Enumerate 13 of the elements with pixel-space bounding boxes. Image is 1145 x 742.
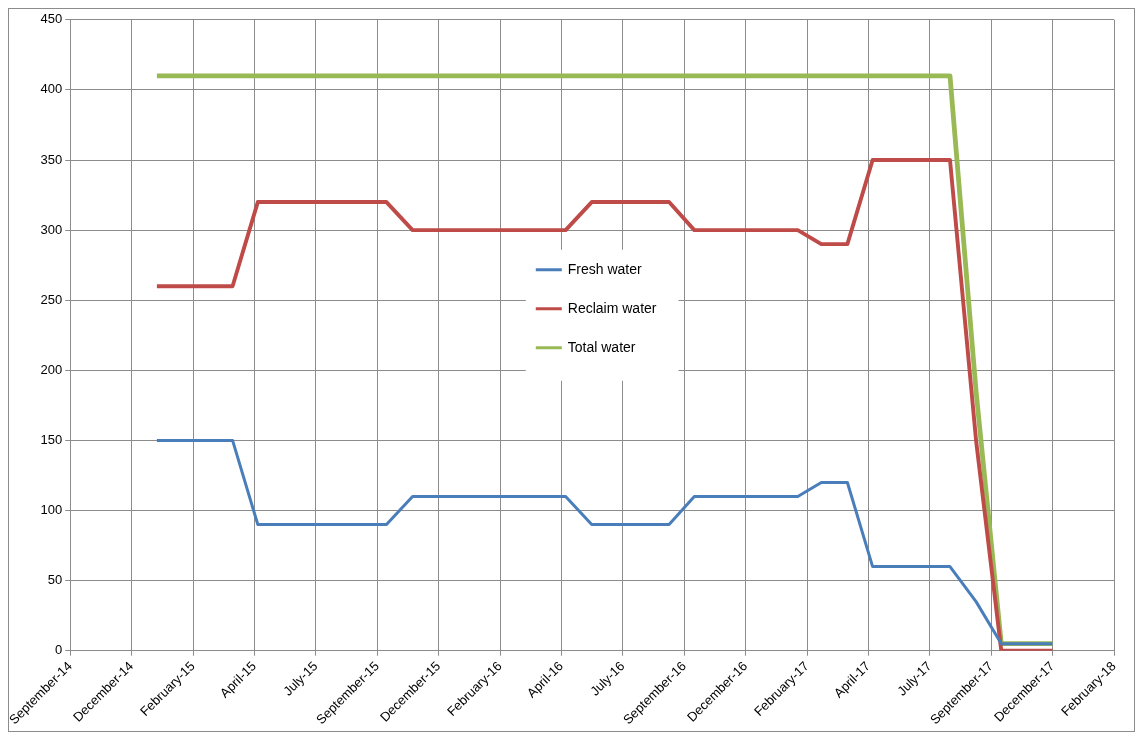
y-tick-label: 350 bbox=[40, 151, 63, 167]
legend-label: Reclaim water bbox=[567, 299, 657, 316]
y-tick-label: 100 bbox=[40, 502, 63, 518]
y-tick-label: 450 bbox=[40, 11, 63, 27]
legend-label: Total water bbox=[567, 338, 636, 355]
y-tick-label: 50 bbox=[47, 572, 63, 588]
y-tick-label: 400 bbox=[40, 81, 63, 97]
y-tick-label: 150 bbox=[40, 431, 63, 447]
y-tick-label: 250 bbox=[40, 291, 63, 307]
y-tick-label: 0 bbox=[55, 642, 63, 658]
y-tick-label: 300 bbox=[40, 221, 63, 237]
legend-label: Fresh water bbox=[567, 260, 643, 277]
y-tick-label: 200 bbox=[40, 361, 63, 377]
